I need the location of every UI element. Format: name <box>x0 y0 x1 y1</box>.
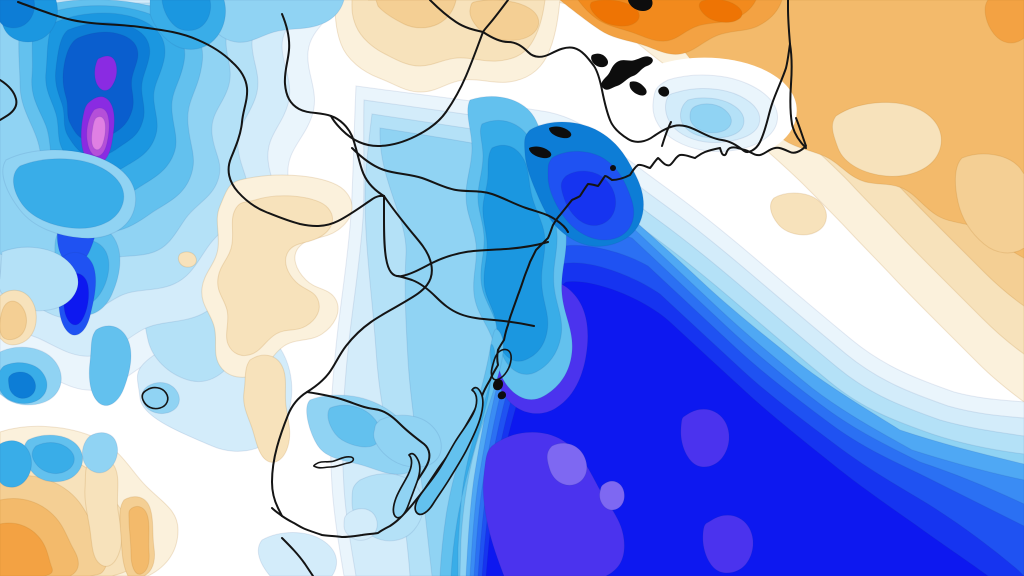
contour-band <box>0 300 27 341</box>
magenta-cold-core <box>91 116 106 151</box>
purple-cold-extreme <box>94 55 118 91</box>
contour-band <box>84 458 123 567</box>
contour-band <box>161 0 212 31</box>
interior-cold-pockets <box>306 394 442 542</box>
contour-band <box>343 508 378 541</box>
coastal-lagoons <box>392 386 484 519</box>
contour-band <box>0 440 32 488</box>
ocean-deep-cold-core <box>465 189 1024 576</box>
warm-anomaly-region-northeast <box>544 0 1024 403</box>
warm-tan-region-paraguay <box>177 174 353 463</box>
lagoa-mirim <box>392 452 421 519</box>
contour-band <box>698 0 743 23</box>
reservoir-dendritic <box>601 56 653 90</box>
border-sc-rs <box>397 275 535 327</box>
contour-band <box>770 192 827 236</box>
river-uruguay-border <box>271 195 433 517</box>
contour-band <box>954 153 1024 254</box>
contour-band <box>243 354 291 463</box>
violet-cold-patch-core <box>546 442 588 486</box>
violet-cold-patch <box>482 431 625 576</box>
reservoir-small <box>549 126 572 139</box>
river-branch-northeast <box>482 0 509 33</box>
river-parana-mainstem <box>330 31 484 147</box>
contour-band <box>469 0 540 41</box>
contour-band <box>217 195 333 357</box>
river-negro-reservoir <box>312 456 355 469</box>
contour-band <box>128 505 150 575</box>
reservoir-small <box>529 146 552 159</box>
island-florianopolis <box>490 348 512 381</box>
river-branch-north <box>429 0 484 33</box>
contour-band <box>177 251 197 268</box>
contour-band <box>7 371 37 399</box>
reservoir-top-edge <box>628 0 653 11</box>
contour-band <box>0 522 53 576</box>
corner-cold-core <box>0 0 35 29</box>
contour-band <box>984 0 1024 44</box>
lake-ibera-outline <box>141 386 169 410</box>
contour-band <box>81 432 119 474</box>
coastal-islet <box>497 391 506 400</box>
violet-cold-patch <box>702 514 754 574</box>
contour-band <box>13 158 125 229</box>
border-rj-es <box>789 43 807 149</box>
coastline <box>271 117 807 538</box>
contour-band <box>368 0 457 29</box>
coast-plata-south-shore <box>281 537 314 576</box>
border-es-north <box>787 0 791 45</box>
border-sp-pr-river <box>351 147 569 233</box>
warm-tan-region-top-center <box>334 0 561 93</box>
border-pr-sc <box>383 195 549 278</box>
contour-band <box>589 0 640 27</box>
contour-band <box>689 103 732 134</box>
border-sp-rj-short <box>661 121 672 147</box>
reservoir-lakes <box>493 0 670 400</box>
contour-band <box>31 442 75 475</box>
warm-anomaly-region-southwest <box>0 289 179 576</box>
contour-band <box>88 325 132 406</box>
reservoir-arm <box>629 81 647 96</box>
violet-cold-patch <box>680 408 730 468</box>
contour-band <box>141 382 180 415</box>
border-mg-sp-rj <box>482 31 791 153</box>
violet-cold-patch-core <box>599 480 625 511</box>
reservoir-small <box>591 53 609 68</box>
mild-pocket-near-coast <box>639 57 797 161</box>
border-paraguay-north <box>17 1 233 63</box>
contour-band <box>327 404 382 448</box>
reservoir-dot <box>610 165 616 171</box>
coastal-islet <box>493 379 503 391</box>
lagoa-dos-patos <box>414 386 484 516</box>
contour-band <box>831 101 942 177</box>
border-paraguay-east-river <box>227 61 385 227</box>
border-fragment-west <box>0 79 18 121</box>
reservoir-small <box>658 86 670 97</box>
river-parana-upper <box>281 13 385 197</box>
